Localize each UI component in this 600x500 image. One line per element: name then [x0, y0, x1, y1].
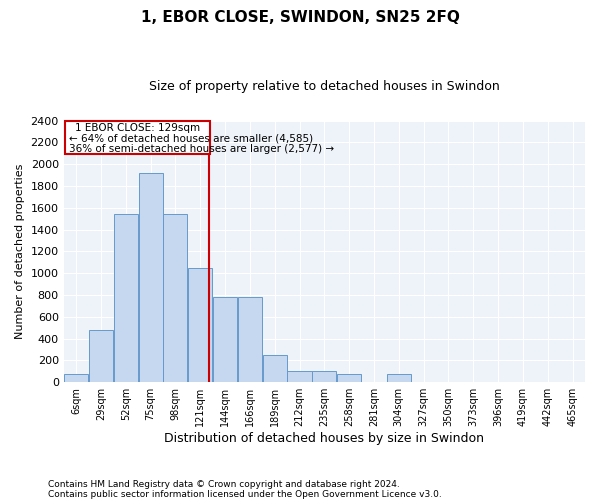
- Y-axis label: Number of detached properties: Number of detached properties: [15, 164, 25, 339]
- Bar: [287, 372, 311, 382]
- Bar: [312, 372, 337, 382]
- Bar: [263, 355, 287, 382]
- Text: 1, EBOR CLOSE, SWINDON, SN25 2FQ: 1, EBOR CLOSE, SWINDON, SN25 2FQ: [140, 10, 460, 25]
- Title: Size of property relative to detached houses in Swindon: Size of property relative to detached ho…: [149, 80, 500, 93]
- Text: 36% of semi-detached houses are larger (2,577) →: 36% of semi-detached houses are larger (…: [68, 144, 334, 154]
- Bar: [238, 297, 262, 382]
- Bar: [139, 173, 163, 382]
- Bar: [64, 374, 88, 382]
- Bar: [113, 214, 138, 382]
- Bar: [89, 330, 113, 382]
- Bar: [163, 214, 187, 382]
- Bar: [188, 268, 212, 382]
- Bar: [213, 297, 237, 382]
- Text: ← 64% of detached houses are smaller (4,585): ← 64% of detached houses are smaller (4,…: [68, 134, 313, 143]
- Text: Contains HM Land Registry data © Crown copyright and database right 2024.: Contains HM Land Registry data © Crown c…: [48, 480, 400, 489]
- Bar: [337, 374, 361, 382]
- FancyBboxPatch shape: [65, 120, 210, 154]
- X-axis label: Distribution of detached houses by size in Swindon: Distribution of detached houses by size …: [164, 432, 484, 445]
- Text: Contains public sector information licensed under the Open Government Licence v3: Contains public sector information licen…: [48, 490, 442, 499]
- Bar: [387, 374, 411, 382]
- Text: 1 EBOR CLOSE: 129sqm: 1 EBOR CLOSE: 129sqm: [75, 124, 200, 134]
